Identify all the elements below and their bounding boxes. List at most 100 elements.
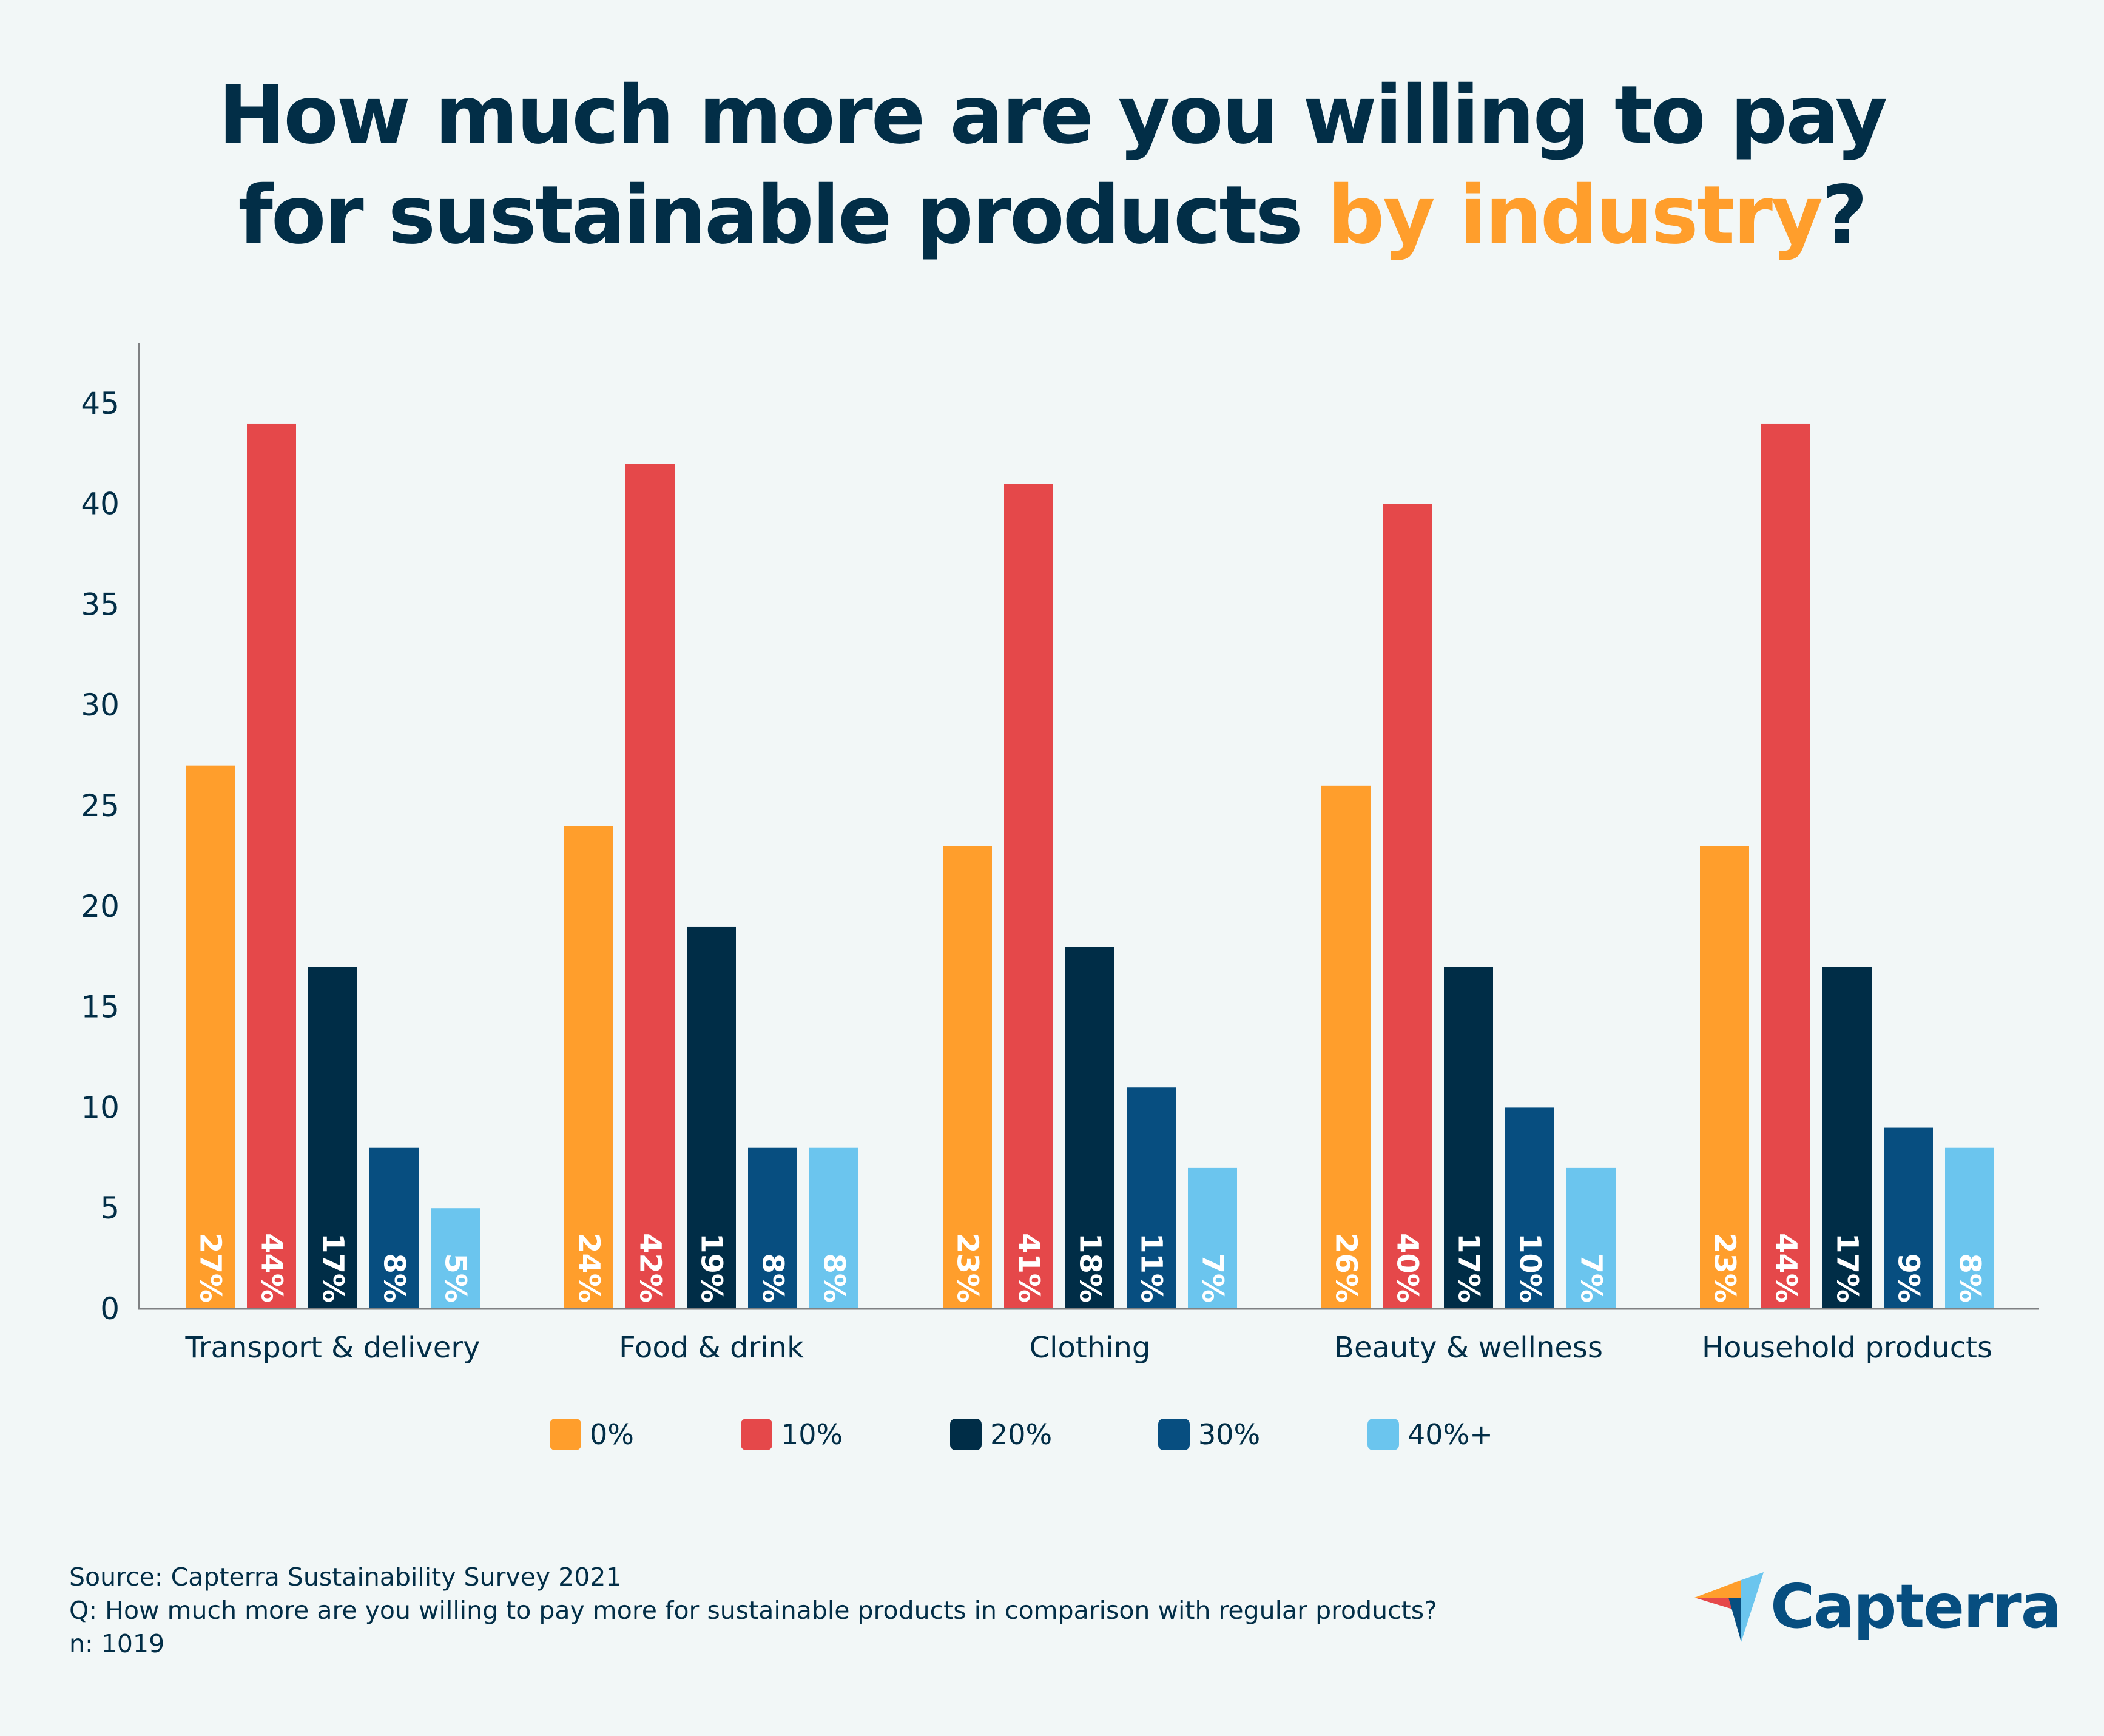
bar-10pct-5 [1761,423,1810,1309]
legend-label: 30% [1198,1418,1261,1451]
y-axis-ticks: 0 5 10 15 20 25 30 35 40 45 [81,386,120,1326]
legend-swatch [741,1419,772,1450]
bar-30pct-4 [1505,1107,1554,1309]
title-line-1: How much more are you willing to pay [218,69,1888,162]
logo-blue-shard [1728,1598,1741,1642]
y-tick-label: 45 [81,386,120,421]
bar-0pct-3 [943,846,992,1309]
bars [186,423,1994,1309]
x-axis-labels: Transport & delivery Food & drink Clothing… [185,1331,1992,1365]
bar-30pct-1 [369,1147,419,1309]
bar-value-label: 8% [1953,1254,1987,1303]
x-category-label: Household products [1702,1331,1992,1365]
bar-value-label: 11% [1135,1233,1168,1303]
y-tick-label: 0 [100,1291,120,1326]
bar-value-label: 27% [194,1233,228,1303]
bar-value-label: 8% [377,1254,411,1303]
logo-lightblue-shard [1741,1572,1764,1642]
y-tick-label: 10 [81,1090,120,1125]
bar-40pct-5 [1945,1147,1994,1309]
x-category-label: Transport & delivery [185,1331,480,1365]
footer-notes: Source: Capterra Sustainability Survey 2… [69,1561,1437,1661]
bar-30pct-5 [1884,1127,1933,1309]
bar-10pct-1 [247,423,296,1309]
legend-item: 40%+ [1367,1418,1493,1451]
question-note: Q: How much more are you willing to pay … [69,1596,1437,1625]
title-line-2: for sustainable products by industry? [0,166,2104,266]
bar-0pct-2 [564,826,613,1309]
bar-value-label: 9% [1892,1254,1926,1303]
legend-label: 40%+ [1408,1418,1493,1451]
title-line-2-suffix: ? [1821,169,1868,262]
bar-20pct-1 [308,967,357,1309]
legend-item: 0% [550,1418,634,1451]
bar-value-label: 7% [1196,1254,1230,1303]
bar-10pct-4 [1383,504,1432,1309]
logo-text: Capterra [1770,1571,2062,1642]
bar-30pct-2 [748,1147,797,1309]
bar-20pct-3 [1065,947,1114,1309]
bar-30pct-3 [1127,1087,1176,1309]
bar-40pct-3 [1188,1167,1237,1309]
bar-value-label: 5% [439,1254,473,1303]
title-line-2-prefix: for sustainable products [238,169,1327,262]
legend-item: 30% [1158,1418,1261,1451]
bar-0pct-1 [186,765,235,1309]
bar-0pct-5 [1700,846,1749,1309]
y-tick-label: 20 [81,889,120,924]
y-tick-label: 40 [81,487,120,522]
bar-value-label: 17% [316,1233,350,1303]
y-tick-label: 15 [81,990,120,1025]
bar-value-label: 17% [1830,1233,1864,1303]
bar-value-label: 8% [817,1254,851,1303]
bar-40pct-4 [1566,1167,1616,1309]
bar-value-label: 10% [1513,1233,1547,1303]
bar-40pct-2 [809,1147,858,1309]
bar-labels: 27% 24% 23% 26% 23% 44% 42% 41% 40% 44% 17% 19% 18% 1… [194,1233,1987,1303]
bar-value-label: 41% [1012,1233,1046,1303]
legend-label: 0% [590,1418,634,1451]
bar-20pct-4 [1444,967,1493,1309]
y-tick-label: 35 [81,587,120,622]
x-category-label: Food & drink [619,1331,804,1365]
bar-10pct-3 [1004,484,1053,1309]
bar-value-label: 17% [1452,1233,1486,1303]
legend-swatch [950,1419,982,1450]
bar-value-label: 19% [695,1233,729,1303]
legend-item: 10% [741,1418,843,1451]
bar-value-label: 44% [1769,1233,1803,1303]
bar-0pct-4 [1321,785,1371,1309]
logo-red-shard [1694,1598,1733,1609]
source-note: Source: Capterra Sustainability Survey 2… [69,1562,622,1592]
bar-value-label: 18% [1073,1233,1107,1303]
legend-label: 20% [990,1418,1053,1451]
title-accent: by industry [1327,169,1823,262]
bar-value-label: 7% [1574,1254,1608,1303]
capterra-arrow-icon [1694,1572,1764,1642]
bar-value-label: 23% [951,1233,985,1303]
bar-value-label: 24% [572,1233,606,1303]
x-category-label: Beauty & wellness [1334,1331,1603,1365]
y-tick-label: 30 [81,687,120,723]
legend: 0% 10% 20% 30% 40%+ [0,1418,2104,1451]
capterra-logo: Capterra [1693,1569,2062,1648]
y-tick-label: 5 [100,1191,120,1226]
y-tick-label: 25 [81,788,120,823]
legend-swatch [1158,1419,1190,1450]
bar-value-label: 40% [1391,1233,1425,1303]
legend-item: 20% [950,1418,1053,1451]
bar-value-label: 26% [1329,1233,1363,1303]
bar-value-label: 44% [255,1233,289,1303]
chart-title: How much more are you willing to pay for… [0,66,2104,266]
sample-size-note: n: 1019 [69,1629,165,1658]
bar-20pct-2 [687,926,736,1309]
bar-value-label: 42% [633,1233,667,1303]
bar-value-label: 23% [1708,1233,1742,1303]
bar-value-label: 8% [756,1254,790,1303]
legend-swatch [550,1419,581,1450]
bar-10pct-2 [625,464,675,1309]
legend-label: 10% [781,1418,843,1451]
bar-20pct-5 [1822,967,1872,1309]
bar-40pct-1 [431,1208,480,1309]
